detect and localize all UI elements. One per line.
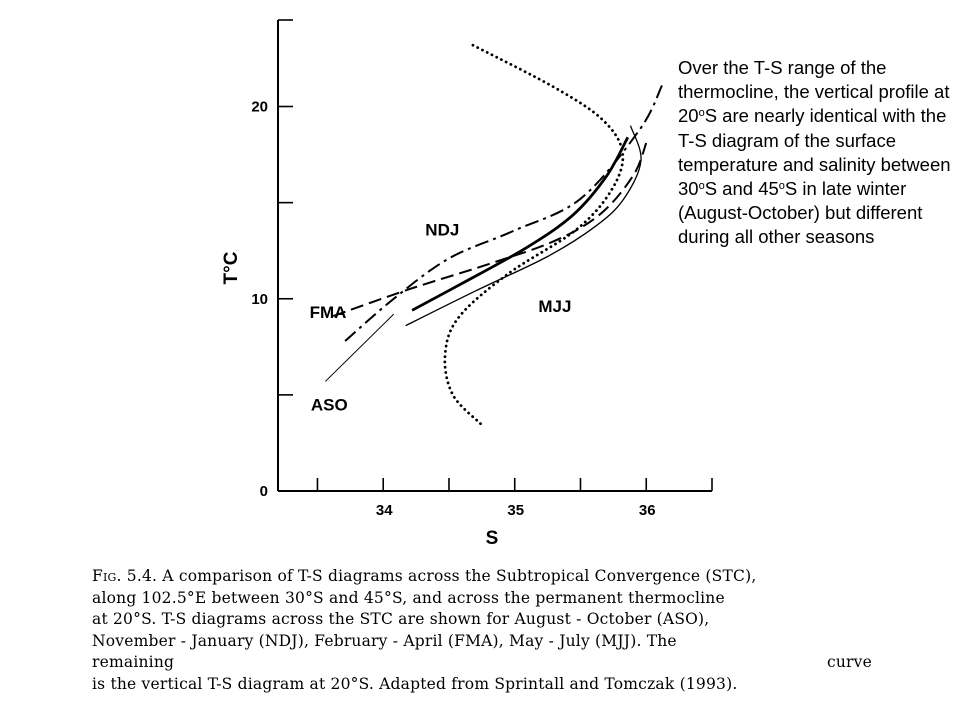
aso-leader-line [324,313,395,382]
y-tick-label: 10 [251,291,268,308]
caption-line: November - January (NDJ), February - Apr… [92,631,677,650]
x-tick-label: 34 [376,502,393,519]
annotation-part: S are nearly identical with the T-S diag… [678,105,951,200]
figure-number: 5.4. [126,567,158,585]
series-labels: NDJ FMA MJJ ASO [310,220,572,414]
ticks [278,19,713,492]
figure-caption: Fig. 5.4. A comparison of T-S diagrams a… [92,566,872,696]
series-label-fma: FMA [310,303,347,322]
series-label-mjj: MJJ [538,297,571,316]
y-axis-title: T°C [221,251,242,284]
degree-superscript: o [778,180,785,193]
caption-text: curve [826,653,872,672]
series-lines [324,41,663,426]
caption-line: remaining curve [92,652,872,674]
x-axis-title: S [486,528,499,549]
tick-labels: 34 35 36 0 10 20 [251,99,655,519]
annotation-part: S and 45 [704,178,779,200]
series-label-aso: ASO [311,395,348,414]
ts-diagram-chart: 34 35 36 0 10 20 T°C S NDJ FMA MJJ ASO [221,19,713,549]
caption-line: at 20°S. T-S diagrams across the STC are… [92,610,710,629]
series-label-ndj: NDJ [425,220,459,239]
caption-text: A comparison of T-S diagrams across the … [162,567,757,585]
caption-line: along 102.5°E between 30°S and 45°S, and… [92,588,725,607]
series-line-dotted [443,41,625,426]
annotation-part: Over the T-S range of the thermocline, t… [678,57,950,127]
y-tick-label: 20 [251,99,268,116]
y-tick-label: 0 [260,483,268,500]
annotation-text: Over the T-S range of the thermocline, t… [678,56,956,250]
degree-superscript: o [698,107,705,120]
x-tick-label: 35 [507,502,524,519]
series-line-aso [411,136,630,312]
caption-text: remaining [92,653,175,672]
caption-line: is the vertical T-S diagram at 20°S. Ada… [92,674,738,693]
annotation-part: S in late winter (August-October) but di… [678,178,923,248]
series-line-fma [332,142,648,318]
axes [277,20,712,492]
caption-line: Fig. 5.4. A comparison of T-S diagrams a… [92,566,872,588]
series-line-mjj [405,125,642,327]
series-line-ndj [344,84,663,342]
figure-label: Fig. [92,567,122,585]
x-tick-label: 36 [639,502,656,519]
degree-superscript: o [698,180,705,193]
